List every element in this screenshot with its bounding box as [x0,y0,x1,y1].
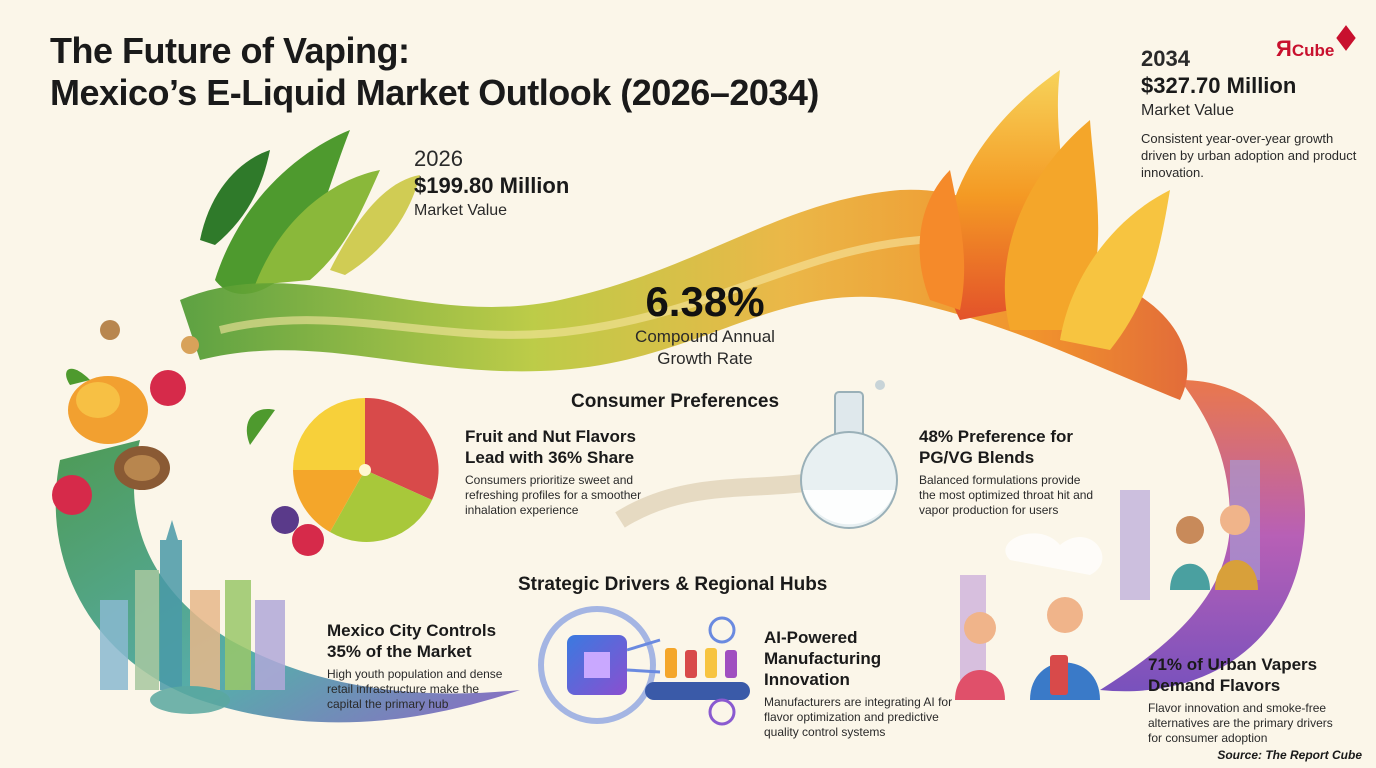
stat-2034-label: Market Value [1141,102,1235,119]
flavor-description: Consumers prioritize sweet and refreshin… [465,473,642,517]
title-line-1: The Future of Vaping: [50,30,410,71]
blend-description: Balanced formulations provide the most o… [919,473,1094,517]
title-line-2: Mexico’s E-Liquid Market Outlook (2026–2… [50,72,819,113]
stat-2034-year: 2034 [1141,46,1190,71]
mexico-city-description: High youth population and dense retail i… [327,667,503,711]
cagr-label-2: Growth Rate [657,349,753,368]
strategic-drivers-heading: Strategic Drivers & Regional Hubs [518,574,828,595]
fruit-cluster [52,320,199,515]
citrus-pie-icon [246,397,439,556]
logo-text: Cube [1291,41,1335,60]
cagr-value: 6.38% [645,278,765,325]
ai-chip-icon [538,606,750,726]
ai-title-2: Manufacturing [764,649,882,668]
mexico-city-title-2: 35% of the Market [327,642,472,661]
cagr-stat: 6.38% Compound Annual Growth Rate [590,278,820,370]
pgvg-blend-card: 48% Preference for PG/VG Blends Balanced… [919,426,1099,518]
green-leaf-swirl [200,130,420,294]
flavor-share-card: Fruit and Nut Flavors Lead with 36% Shar… [465,426,665,518]
urban-title-2: Demand Flavors [1148,676,1281,695]
ai-manufacturing-card: AI-Powered Manufacturing Innovation Manu… [764,627,954,740]
consumer-preferences-heading: Consumer Preferences [571,391,780,412]
stat-2026-year: 2026 [414,146,463,171]
urban-vapers-card: 71% of Urban Vapers Demand Flavors Flavo… [1148,654,1348,746]
flavor-title-1: Fruit and Nut Flavors [465,427,636,446]
stat-2026: 2026 $199.80 Million Market Value [414,146,569,222]
stat-2034-description: Consistent year-over-year growth driven … [1141,131,1357,180]
report-cube-logo: ЯCube [1276,25,1357,62]
source-note: Source: The Report Cube [1217,748,1362,762]
mexico-city-title-1: Mexico City Controls [327,621,497,640]
urban-title-1: 71% of Urban Vapers [1148,655,1318,674]
mexico-city-card: Mexico City Controls 35% of the Market H… [327,620,517,712]
stat-2034-value: $327.70 Million [1141,73,1297,98]
flavor-title-2: Lead with 36% Share [465,448,635,467]
orange-flame-swirl [919,70,1170,350]
purple-swirl [1100,380,1305,692]
page-title: The Future of Vaping: Mexico’s E-Liquid … [50,30,819,114]
urban-description: Flavor innovation and smoke-free alterna… [1148,701,1333,745]
stat-2026-label: Market Value [414,202,508,219]
ai-title-1: AI-Powered [764,628,858,647]
ai-title-3: Innovation [764,670,850,689]
flask-icon [615,380,898,529]
stat-2034: 2034 $327.70 Million Market Value Consis… [1141,46,1361,181]
logo-mark: Я [1276,36,1292,61]
ai-description: Manufacturers are integrating AI for fla… [764,695,953,739]
stat-2026-value: $199.80 Million [414,173,570,198]
urban-vapers-illustration [955,460,1260,700]
city-skyline [100,520,285,714]
cagr-label-1: Compound Annual [635,327,775,346]
blend-title-1: 48% Preference for [919,427,1074,446]
blend-title-2: PG/VG Blends [919,448,1035,467]
